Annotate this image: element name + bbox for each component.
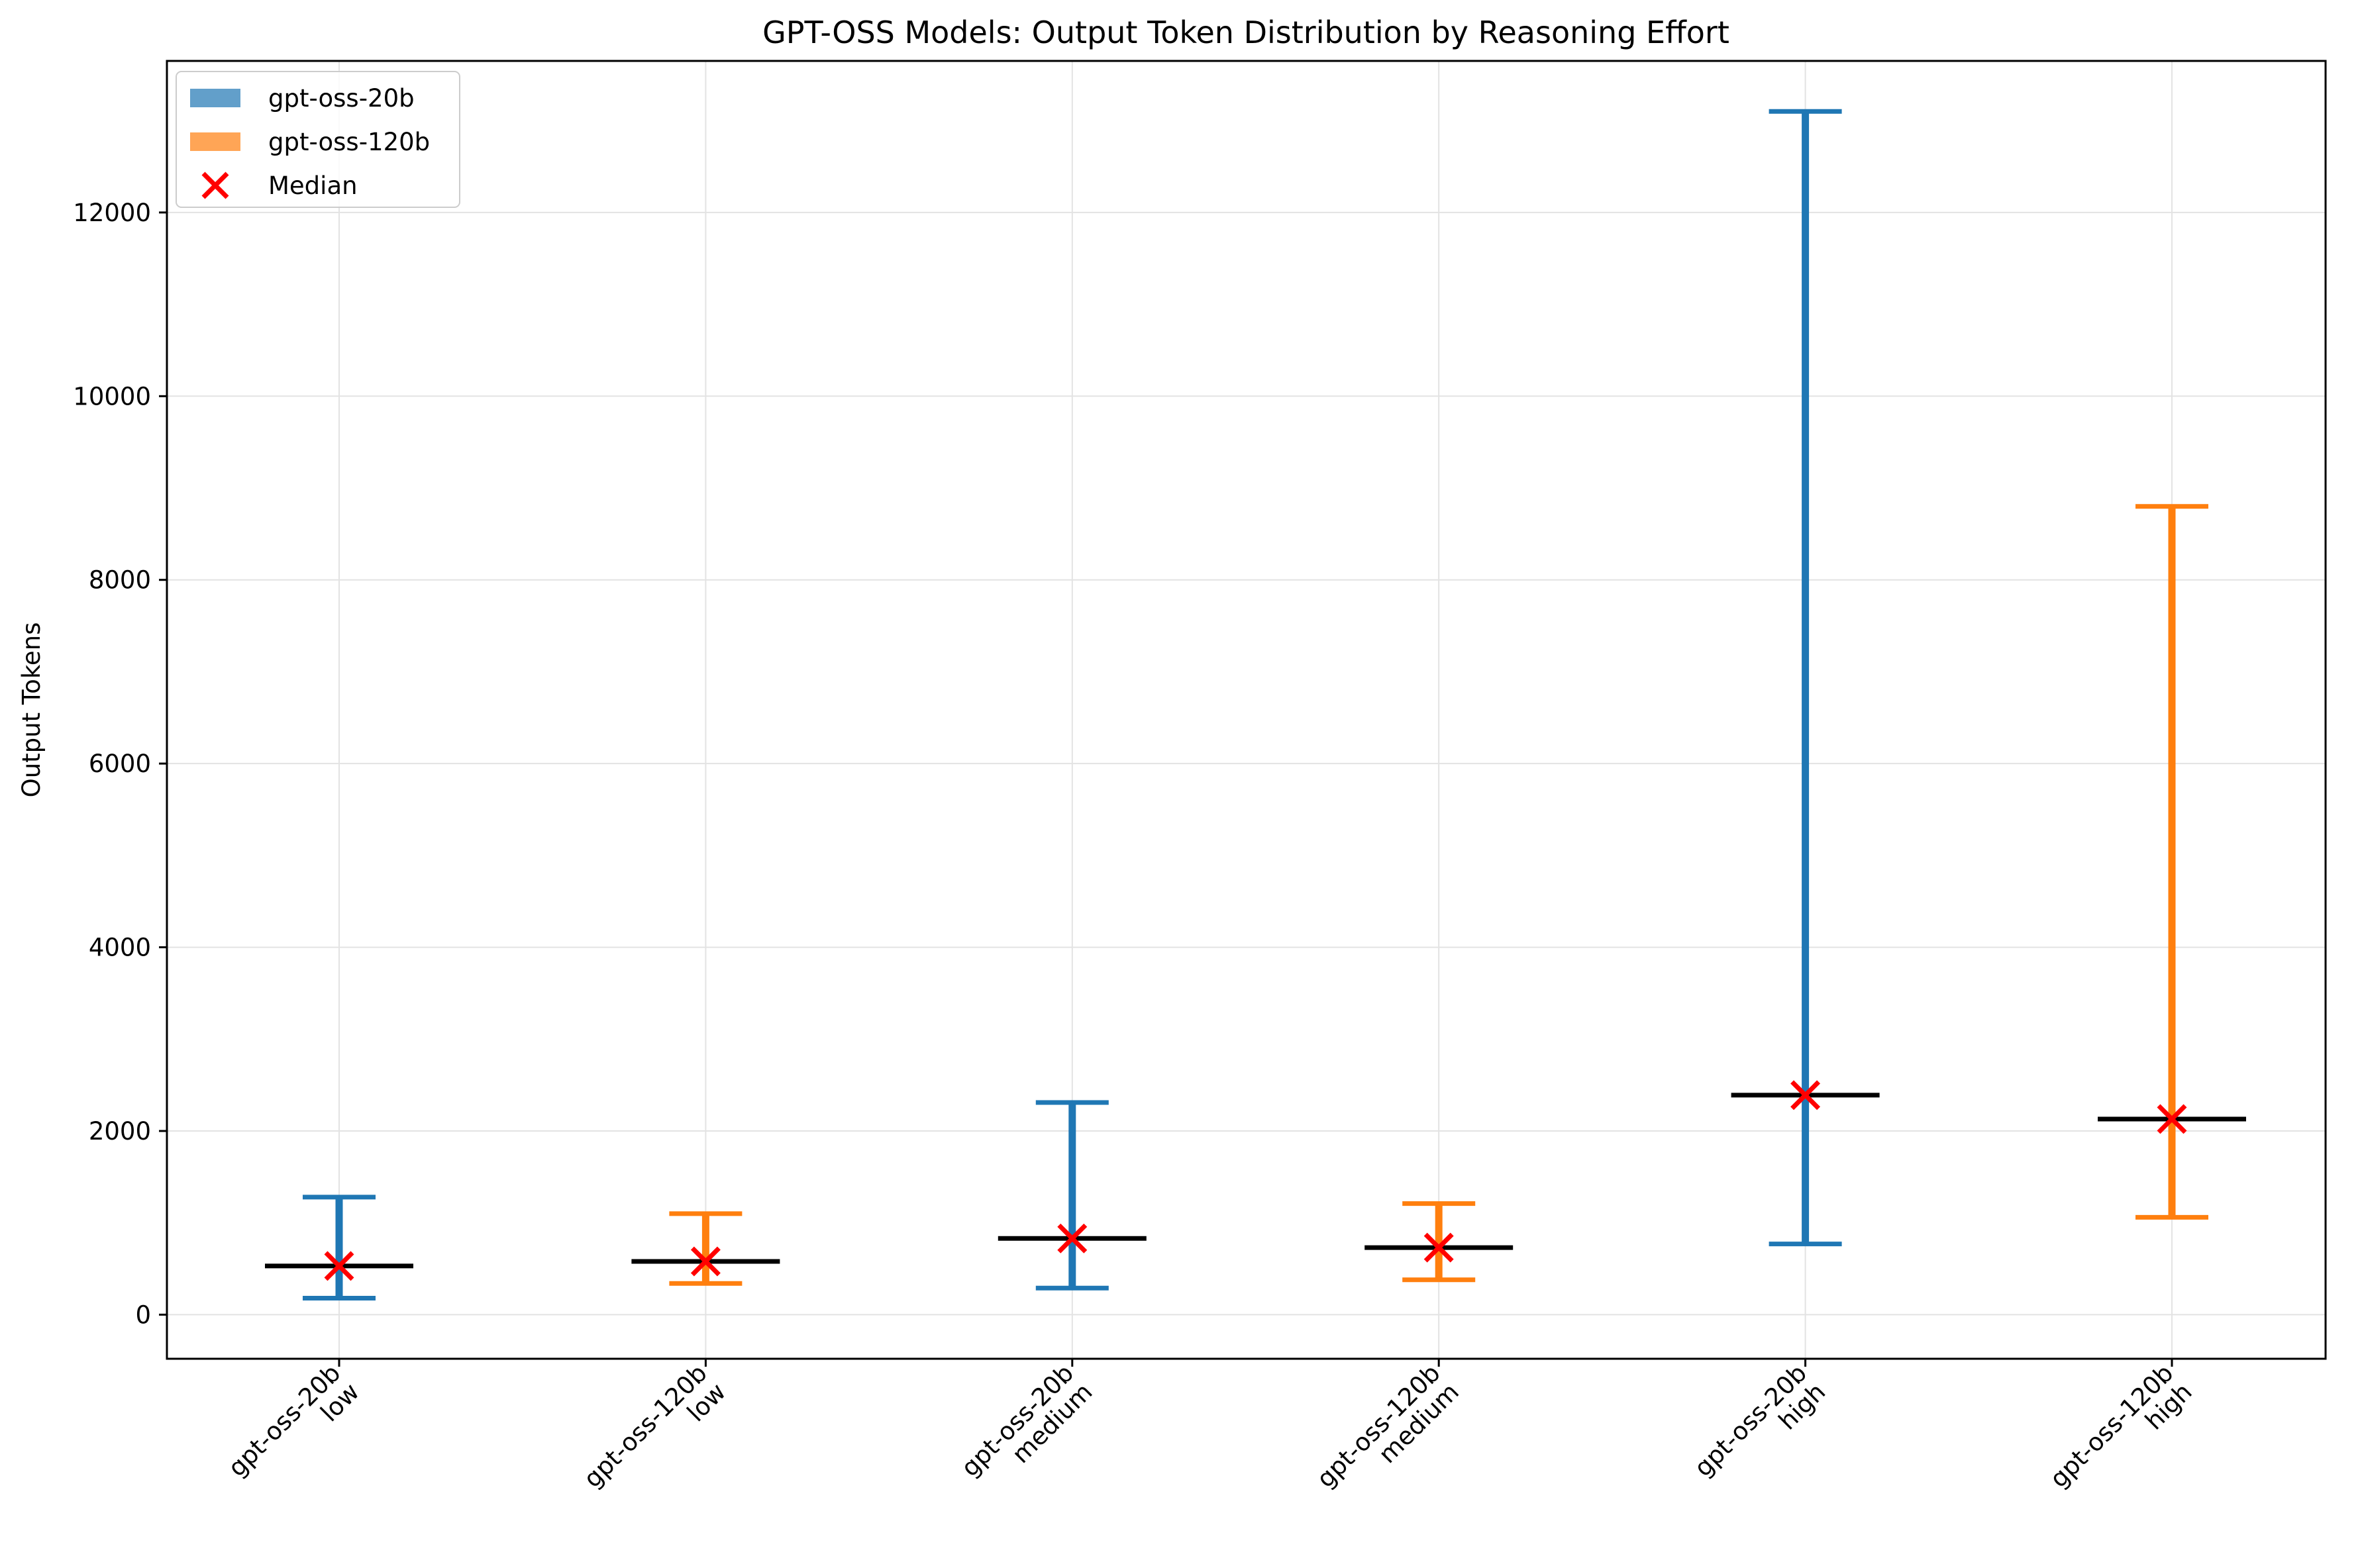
range-mark bbox=[265, 1195, 413, 1300]
range-mark bbox=[631, 1211, 780, 1286]
legend-swatch bbox=[190, 89, 240, 107]
range-mark bbox=[2098, 504, 2246, 1220]
legend: gpt-oss-20b gpt-oss-120b Median bbox=[176, 71, 460, 208]
legend-label: gpt-oss-20b bbox=[268, 84, 415, 113]
legend-label: gpt-oss-120b bbox=[268, 128, 430, 156]
median-marker-stroke bbox=[1057, 1223, 1088, 1253]
y-axis-label: Output Tokens bbox=[17, 622, 46, 798]
median-marker bbox=[690, 1246, 721, 1277]
range-mark bbox=[998, 1100, 1147, 1291]
y-tick-label: 8000 bbox=[89, 566, 151, 595]
range-marks bbox=[265, 109, 2246, 1300]
y-tick-label: 6000 bbox=[89, 750, 151, 778]
range-mark bbox=[1364, 1201, 1514, 1283]
legend-entry: Median bbox=[201, 172, 358, 200]
median-marker-stroke bbox=[324, 1251, 354, 1281]
median-marker-stroke bbox=[2157, 1104, 2187, 1134]
y-tick-label: 2000 bbox=[89, 1117, 151, 1146]
y-tick-label: 12000 bbox=[73, 199, 151, 227]
y-tick-label: 10000 bbox=[73, 382, 151, 411]
legend-label: Median bbox=[268, 172, 358, 200]
legend-marker-stroke bbox=[201, 172, 229, 199]
median-marker bbox=[324, 1251, 354, 1281]
median-marker bbox=[1057, 1223, 1088, 1253]
median-marker bbox=[1423, 1232, 1454, 1263]
y-tick-label: 0 bbox=[135, 1300, 151, 1329]
y-tick-label: 4000 bbox=[89, 934, 151, 962]
median-marker-stroke bbox=[1423, 1232, 1454, 1263]
range-mark bbox=[1731, 109, 1880, 1247]
median-marker bbox=[2157, 1104, 2187, 1134]
legend-entry: gpt-oss-120b bbox=[190, 128, 430, 156]
plot-frame bbox=[166, 60, 2327, 1360]
median-marker-stroke bbox=[1790, 1080, 1821, 1110]
legend-box bbox=[176, 71, 460, 208]
median-marker bbox=[1790, 1080, 1821, 1110]
legend-entry: gpt-oss-20b bbox=[190, 84, 415, 113]
legend-swatch bbox=[190, 132, 240, 151]
median-marker-stroke bbox=[690, 1246, 721, 1277]
chart-title: GPT-OSS Models: Output Token Distributio… bbox=[762, 15, 1729, 50]
